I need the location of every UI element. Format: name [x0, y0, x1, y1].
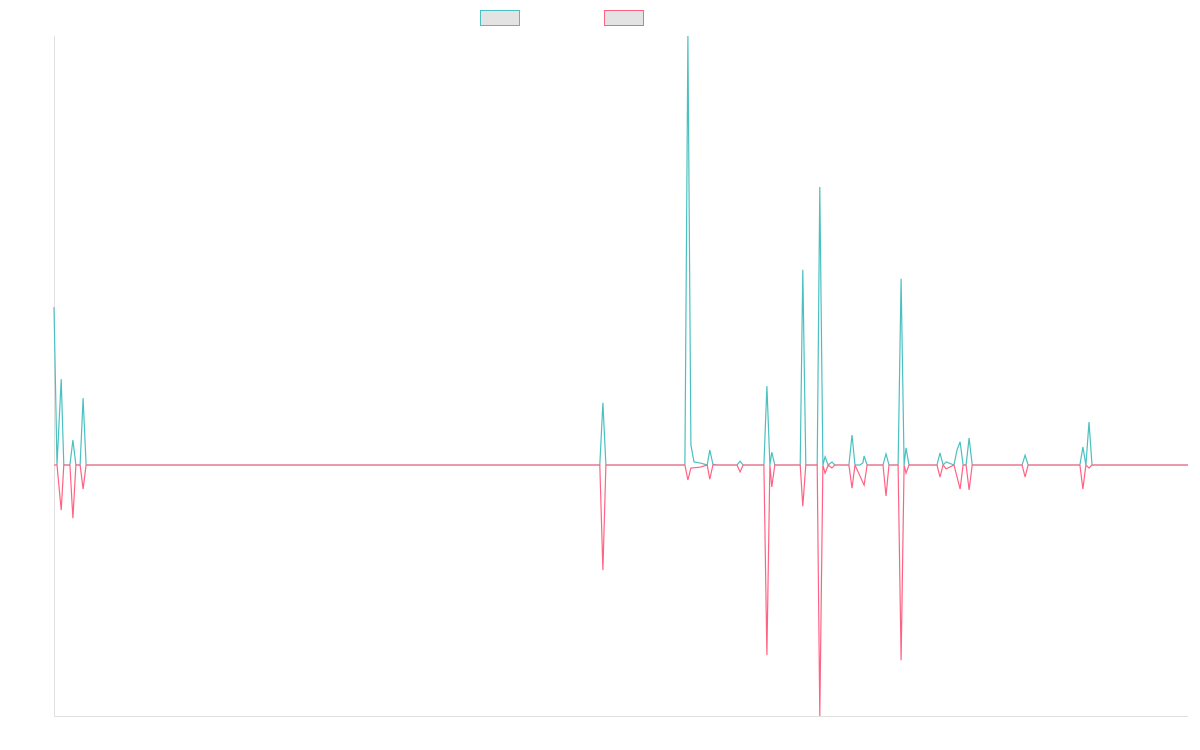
series-line-1	[53, 35, 1188, 467]
legend-swatch-series-2[interactable]	[604, 10, 644, 26]
legend-swatch-series-1[interactable]	[480, 10, 520, 26]
series-line-2	[54, 462, 1188, 717]
